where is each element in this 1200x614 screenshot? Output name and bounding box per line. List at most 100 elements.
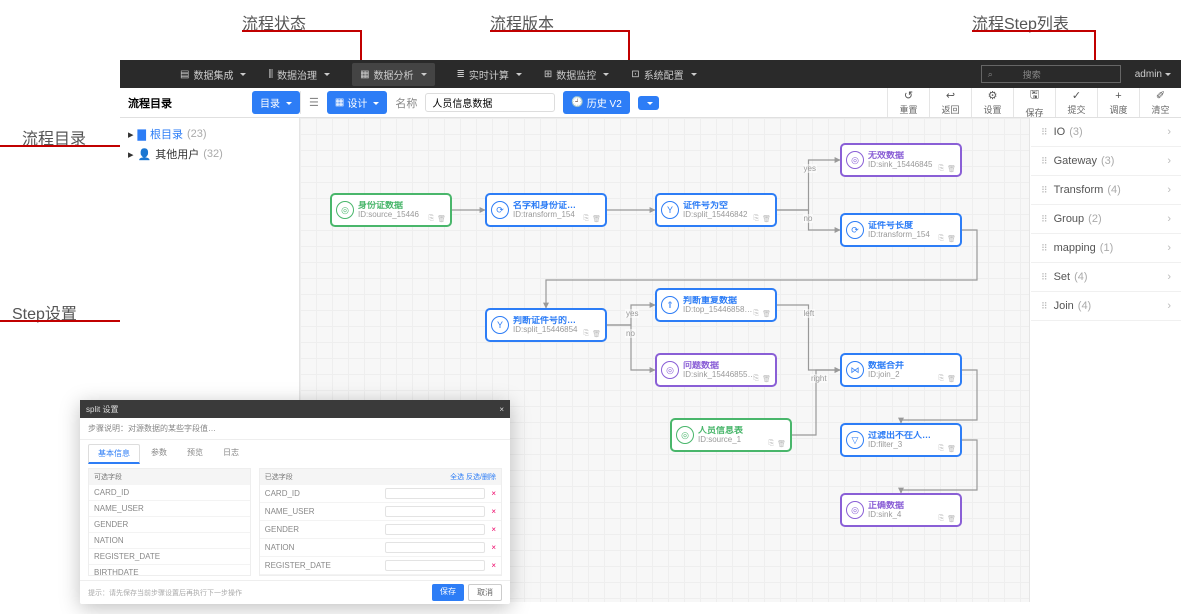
chevron-right-icon: ›	[1167, 242, 1171, 254]
list-icon[interactable]: ☰	[309, 96, 319, 109]
nav-item[interactable]: ≣ 实时计算	[457, 63, 522, 86]
node-delete-icon[interactable]: 🗑	[762, 215, 771, 223]
remove-icon[interactable]: ×	[491, 489, 496, 498]
node-copy-icon[interactable]: ⎘	[769, 440, 775, 448]
remove-icon[interactable]: ×	[491, 543, 496, 552]
node-copy-icon[interactable]: ⎘	[939, 165, 945, 173]
modal-cancel-button[interactable]: 取消	[468, 584, 502, 601]
nav-item[interactable]: ▤ 数据集成	[180, 63, 246, 86]
node-copy-icon[interactable]: ⎘	[939, 375, 945, 383]
toolbar-action[interactable]: 🖫保存	[1013, 88, 1055, 117]
node-copy-icon[interactable]: ⎘	[754, 375, 760, 383]
flow-node[interactable]: Y证件号为空ID:split_15446842⎘🗑	[655, 193, 777, 227]
nav-item[interactable]: ⊡ 系统配置	[631, 63, 696, 86]
field-row[interactable]: CARD_ID	[89, 485, 250, 501]
toolbar-action[interactable]: +调度	[1097, 88, 1139, 117]
node-copy-icon[interactable]: ⎘	[754, 310, 760, 318]
mapping-input[interactable]	[385, 560, 485, 571]
step-category[interactable]: ⠿Gateway(3)›	[1031, 147, 1181, 176]
step-category[interactable]: ⠿mapping(1)›	[1031, 234, 1181, 263]
user-icon: 👤	[138, 148, 152, 161]
node-delete-icon[interactable]: 🗑	[592, 215, 601, 223]
flow-node[interactable]: ◎问题数据ID:sink_15446855…⎘🗑	[655, 353, 777, 387]
nav-item[interactable]: ⫼ 数据治理	[268, 63, 330, 86]
field-row[interactable]: NATION	[89, 533, 250, 549]
field-row[interactable]: NAME_USER	[89, 501, 250, 517]
node-delete-icon[interactable]: 🗑	[947, 165, 956, 173]
mapping-input[interactable]	[385, 488, 485, 499]
node-copy-icon[interactable]: ⎘	[584, 330, 590, 338]
chevron-right-icon: ›	[1167, 213, 1171, 225]
node-copy-icon[interactable]: ⎘	[429, 215, 435, 223]
modal-tab[interactable]: 预览	[178, 444, 212, 464]
flow-node[interactable]: ⟳证件号长度ID:transform_154⎘🗑	[840, 213, 962, 247]
flow-node[interactable]: ◎正确数据ID:sink_4⎘🗑	[840, 493, 962, 527]
grip-icon: ⠿	[1041, 243, 1048, 254]
toolbar-action[interactable]: ↩返回	[929, 88, 971, 117]
tree-item[interactable]: ▸▇根目录 (23)	[128, 124, 291, 144]
flow-node[interactable]: ⋈数据合并ID:join_2⎘🗑	[840, 353, 962, 387]
name-label: 名称	[395, 95, 417, 111]
node-copy-icon[interactable]: ⎘	[939, 445, 945, 453]
toolbar-action[interactable]: ⚙设置	[971, 88, 1013, 117]
step-category[interactable]: ⠿Set(4)›	[1031, 263, 1181, 292]
history-button[interactable]: 🕘历史 V2	[563, 91, 629, 114]
mapping-input[interactable]	[385, 542, 485, 553]
toolbar-action[interactable]: ✓提交	[1055, 88, 1097, 117]
node-delete-icon[interactable]: 🗑	[437, 215, 446, 223]
field-row[interactable]: BIRTHDATE	[89, 565, 250, 576]
history-dropdown[interactable]	[638, 96, 659, 110]
node-copy-icon[interactable]: ⎘	[754, 215, 760, 223]
flow-node[interactable]: ▽过滤出不在人…ID:filter_3⎘🗑	[840, 423, 962, 457]
field-row[interactable]: GENDER	[89, 517, 250, 533]
flow-node[interactable]: ◎身份证数据ID:source_15446⎘🗑	[330, 193, 452, 227]
nav-item[interactable]: ⊞ 数据监控	[544, 63, 609, 86]
mapping-input[interactable]	[385, 524, 485, 535]
flow-node[interactable]: ⇑判断重复数据ID:top_15446858…⎘🗑	[655, 288, 777, 322]
catalog-button[interactable]: 目录	[252, 91, 300, 114]
flow-node[interactable]: Y判断证件号的…ID:split_15446854⎘🗑	[485, 308, 607, 342]
step-category[interactable]: ⠿Group(2)›	[1031, 205, 1181, 234]
flow-node[interactable]: ◎无效数据ID:sink_15446845⎘🗑	[840, 143, 962, 177]
modal-tab[interactable]: 日志	[214, 444, 248, 464]
nav-item[interactable]: ▦ 数据分析	[352, 63, 434, 86]
design-button[interactable]: ▦设计	[327, 91, 387, 114]
node-delete-icon[interactable]: 🗑	[947, 515, 956, 523]
node-delete-icon[interactable]: 🗑	[777, 440, 786, 448]
step-category[interactable]: ⠿Join(4)›	[1031, 292, 1181, 321]
search-input[interactable]: ⌕ 搜索	[981, 65, 1121, 83]
node-delete-icon[interactable]: 🗑	[947, 375, 956, 383]
node-delete-icon[interactable]: 🗑	[947, 235, 956, 243]
modal-tab[interactable]: 参数	[142, 444, 176, 464]
node-delete-icon[interactable]: 🗑	[592, 330, 601, 338]
tree-item[interactable]: ▸👤其他用户 (32)	[128, 144, 291, 164]
toolbar-action[interactable]: ↺重置	[887, 88, 929, 117]
node-delete-icon[interactable]: 🗑	[762, 310, 771, 318]
close-icon[interactable]: ×	[499, 405, 504, 414]
node-delete-icon[interactable]: 🗑	[947, 445, 956, 453]
modal-hint: 提示：请先保存当前步骤设置后再执行下一步操作	[88, 588, 242, 598]
modal-tab[interactable]: 基本信息	[88, 444, 140, 464]
modal-save-button[interactable]: 保存	[432, 584, 464, 601]
mapping-input[interactable]	[385, 506, 485, 517]
node-copy-icon[interactable]: ⎘	[939, 515, 945, 523]
step-category[interactable]: ⠿IO(3)›	[1031, 118, 1181, 147]
chevron-right-icon: ›	[1167, 184, 1171, 196]
node-copy-icon[interactable]: ⎘	[939, 235, 945, 243]
node-delete-icon[interactable]: 🗑	[762, 375, 771, 383]
node-icon: ⋈	[846, 361, 864, 379]
toolbar-action[interactable]: ✐清空	[1139, 88, 1181, 117]
remove-icon[interactable]: ×	[491, 561, 496, 570]
remove-icon[interactable]: ×	[491, 525, 496, 534]
flow-node[interactable]: ◎人员信息表ID:source_1⎘🗑	[670, 418, 792, 452]
flow-node[interactable]: ⟳名字和身份证…ID:transform_154⎘🗑	[485, 193, 607, 227]
user-menu[interactable]: admin	[1135, 69, 1171, 80]
node-copy-icon[interactable]: ⎘	[584, 215, 590, 223]
mapping-row: NATION×	[260, 539, 501, 557]
node-icon: ⟳	[491, 201, 509, 219]
anno-line	[972, 30, 1096, 32]
remove-icon[interactable]: ×	[491, 507, 496, 516]
name-input[interactable]	[425, 93, 555, 112]
step-category[interactable]: ⠿Transform(4)›	[1031, 176, 1181, 205]
field-row[interactable]: REGISTER_DATE	[89, 549, 250, 565]
